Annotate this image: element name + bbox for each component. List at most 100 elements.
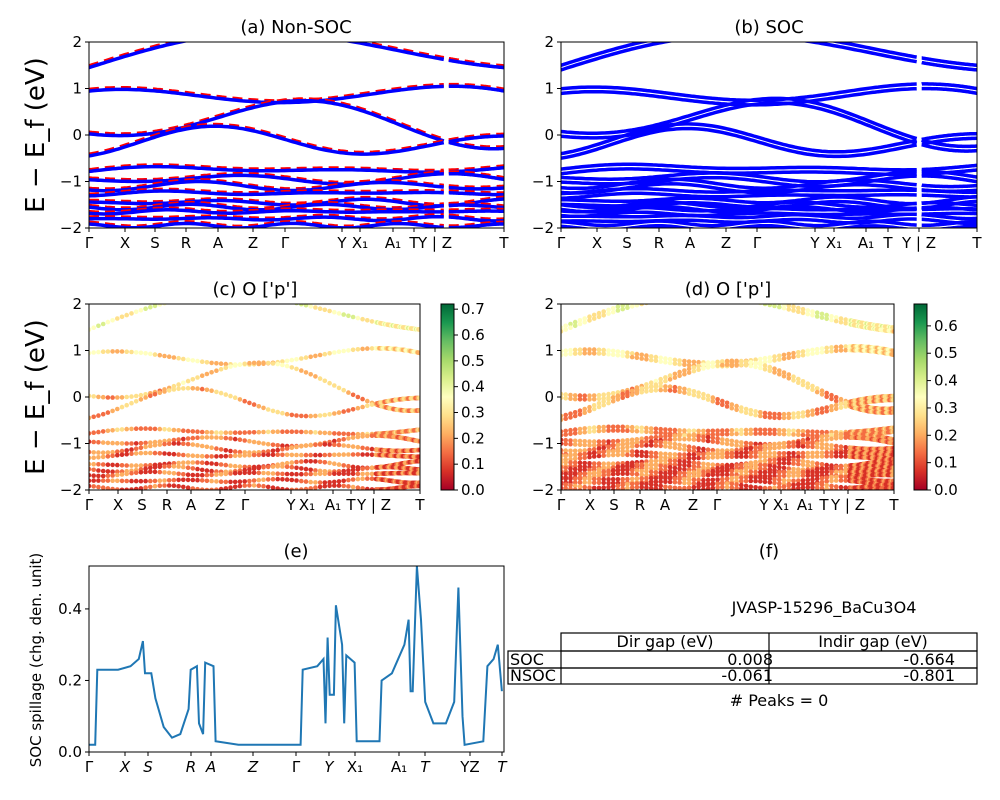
band-point	[705, 428, 711, 434]
band-point	[667, 444, 673, 450]
y-tick-label: 2	[72, 295, 82, 313]
band-point	[124, 402, 129, 408]
band-point	[819, 315, 825, 320]
band-point	[791, 411, 796, 417]
band-point	[777, 457, 782, 462]
band-point	[299, 413, 304, 419]
band-point	[715, 359, 720, 365]
band-point	[663, 464, 668, 469]
band-point	[606, 477, 611, 482]
band-point	[591, 470, 597, 475]
band-point	[615, 438, 621, 444]
band-point	[620, 424, 625, 430]
band-point	[91, 455, 96, 461]
band-point	[181, 477, 186, 483]
band-point	[634, 425, 640, 430]
band-point	[561, 481, 564, 487]
band-point	[322, 460, 328, 465]
band-point	[634, 476, 640, 481]
band-point	[89, 439, 92, 444]
band-point	[805, 381, 811, 387]
band-point	[115, 478, 120, 484]
band-point	[838, 484, 844, 490]
band-point	[824, 429, 829, 435]
band-point	[563, 323, 568, 329]
band-point	[724, 485, 730, 490]
band-point	[625, 463, 630, 468]
band-line	[448, 185, 504, 191]
band-point	[148, 443, 153, 449]
band-point	[672, 441, 678, 447]
band-point	[91, 473, 96, 479]
band-point	[237, 430, 243, 436]
band-point	[781, 352, 787, 358]
band-point	[162, 441, 167, 447]
x-tick-label: Γ	[557, 496, 566, 514]
band-point	[772, 464, 777, 469]
band-point	[294, 478, 299, 483]
band-point	[133, 309, 139, 315]
band-line	[921, 82, 977, 91]
band-point	[758, 459, 763, 464]
band-line	[561, 204, 917, 214]
band-point	[682, 459, 687, 464]
band-point	[133, 393, 139, 399]
band-point	[629, 388, 635, 394]
band-point	[710, 439, 716, 444]
band-point	[810, 460, 815, 466]
band-point	[800, 382, 806, 388]
band-point	[577, 393, 583, 398]
band-point	[762, 479, 768, 485]
band-point	[176, 477, 181, 483]
band-point	[162, 483, 167, 488]
band-point	[346, 477, 351, 483]
band-point	[223, 430, 229, 436]
band-point	[610, 449, 616, 454]
band-point	[350, 347, 356, 353]
band-point	[601, 472, 606, 478]
band-point	[720, 476, 725, 482]
band-point	[634, 443, 640, 449]
band-point	[341, 478, 347, 484]
band-point	[568, 482, 573, 488]
band-point	[591, 429, 597, 434]
band-point	[668, 488, 673, 490]
band-point	[705, 365, 711, 370]
band-point	[743, 469, 749, 474]
band-point	[572, 487, 578, 490]
band-point	[591, 351, 597, 356]
band-point	[242, 361, 247, 367]
band-point	[289, 429, 295, 435]
band-point	[743, 446, 749, 452]
band-point	[561, 349, 564, 354]
band-point	[824, 349, 829, 355]
band-point	[346, 468, 351, 473]
band-point	[767, 485, 773, 490]
band-point	[649, 296, 654, 301]
band-point	[800, 379, 806, 384]
band-point	[610, 468, 616, 473]
band-point	[663, 427, 668, 432]
band-point	[734, 454, 739, 459]
band-point	[96, 484, 101, 490]
band-point	[677, 436, 682, 442]
band-point	[591, 403, 597, 408]
band-point	[819, 392, 825, 397]
band-point	[648, 469, 654, 475]
band-point	[843, 435, 848, 440]
band-point	[639, 304, 644, 307]
band-point	[663, 484, 668, 490]
band-point	[204, 387, 210, 393]
band-point	[786, 473, 792, 479]
x-tick-label: A	[213, 234, 224, 252]
band-point	[261, 405, 266, 411]
band-point	[610, 471, 616, 477]
band-point	[365, 465, 370, 471]
band-point	[653, 454, 659, 460]
x-tick-label: Y	[809, 234, 820, 252]
band-point	[308, 429, 314, 435]
x-tick-label: Z	[721, 234, 731, 252]
band-point	[96, 455, 101, 460]
band-point	[658, 458, 663, 464]
band-point	[805, 485, 811, 490]
